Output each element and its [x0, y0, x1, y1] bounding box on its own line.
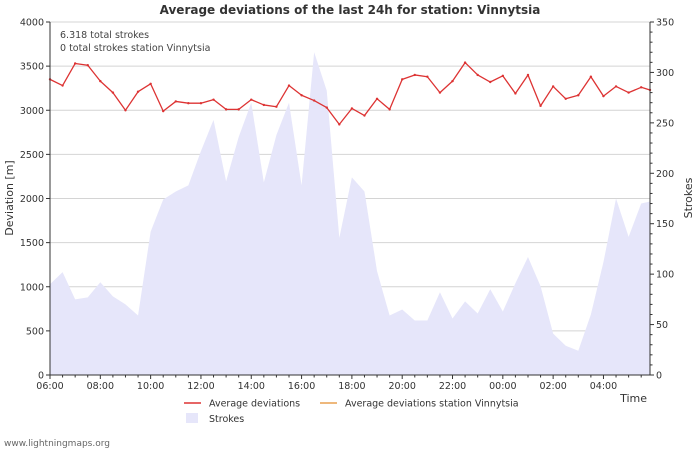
y2-axis-label: Strokes [682, 177, 695, 218]
x-tick-label: 00:00 [489, 381, 516, 392]
average-deviation-point [451, 79, 454, 83]
x-tick-label: 14:00 [238, 381, 265, 392]
chart-title: Average deviations of the last 24h for s… [160, 3, 541, 17]
legend-station-label: Average deviations station Vinnytsia [345, 399, 519, 410]
strokes-area [50, 52, 650, 375]
average-deviation-point [212, 98, 215, 101]
average-deviation-point [350, 107, 354, 110]
y-tick-label: 500 [26, 326, 44, 337]
average-deviation-point [489, 80, 492, 84]
average-deviation-point [111, 91, 115, 94]
watermark: www.lightningmaps.org [4, 439, 110, 449]
average-deviation-point [539, 104, 542, 108]
average-deviation-point [476, 73, 479, 77]
y2-tick-label: 150 [656, 219, 674, 230]
right-axis-ticks: 0 50 100 150 200 250 300 350 [650, 18, 674, 382]
average-deviation-point [388, 108, 391, 111]
average-deviation-point [375, 97, 379, 100]
average-deviation-point [401, 78, 404, 81]
average-deviation-point [413, 73, 416, 77]
average-deviation-point [149, 82, 152, 85]
x-tick-label: 02:00 [539, 381, 566, 392]
y-tick-label: 0 [38, 371, 44, 382]
x-tick-label: 18:00 [338, 381, 365, 392]
average-deviation-point [136, 90, 140, 93]
average-deviation-point [589, 75, 593, 78]
average-deviation-point [526, 73, 530, 77]
x-axis-label: Time [619, 392, 647, 405]
average-deviation-point [300, 94, 303, 97]
average-deviation-point [224, 108, 228, 111]
y-tick-label: 4000 [20, 18, 44, 29]
average-deviation-point [124, 109, 127, 112]
y-tick-label: 2000 [20, 194, 44, 205]
average-deviation-point [287, 84, 291, 87]
x-tick-label: 20:00 [389, 381, 416, 392]
x-tick-label: 16:00 [288, 381, 315, 392]
average-deviation-point [551, 85, 555, 88]
y2-tick-label: 350 [656, 18, 674, 29]
left-axis-ticks: 0 500 1000 1500 2000 2500 3000 3500 4000 [20, 18, 50, 382]
average-deviation-point [501, 74, 505, 78]
x-axis-ticks: 06:00 08:00 10:00 12:00 14:00 16:00 18:00 20:00… [36, 375, 642, 392]
station-strokes-text: 0 total strokes station Vinnytsia [60, 43, 210, 54]
average-deviation-point [99, 79, 102, 83]
average-deviation-point [312, 99, 316, 102]
y-tick-label: 1000 [20, 282, 44, 293]
average-deviation-point [602, 94, 605, 98]
average-deviation-point [639, 86, 643, 89]
y-axis-label: Deviation [m] [3, 160, 16, 235]
average-deviation-point [199, 101, 203, 105]
y2-tick-label: 50 [656, 320, 668, 331]
average-deviation-point [426, 75, 429, 78]
average-deviation-point [187, 101, 190, 105]
average-deviation-point [61, 84, 64, 87]
average-deviation-point [577, 94, 580, 97]
legend-avg-label: Average deviations [209, 399, 300, 410]
average-deviation-point [363, 114, 366, 117]
legend: Average deviations Average deviations st… [184, 399, 519, 425]
legend-strokes-label: Strokes [209, 414, 244, 425]
y-tick-label: 3500 [20, 62, 44, 73]
y2-tick-label: 300 [656, 68, 674, 79]
x-tick-label: 06:00 [36, 381, 63, 392]
average-deviation-point [614, 85, 618, 88]
average-deviation-point [564, 97, 567, 100]
x-tick-label: 10:00 [137, 381, 164, 392]
average-deviation-point [250, 98, 253, 101]
average-deviation-point [73, 62, 77, 65]
y2-tick-label: 250 [656, 118, 674, 129]
x-tick-label: 08:00 [87, 381, 114, 392]
y-tick-label: 2500 [20, 150, 44, 161]
average-deviation-point [338, 123, 341, 126]
x-tick-label: 04:00 [590, 381, 617, 392]
average-deviation-point [463, 61, 467, 64]
average-deviation-point [275, 105, 278, 108]
y2-tick-label: 100 [656, 270, 674, 281]
average-deviation-point [325, 106, 328, 109]
average-deviation-point [162, 109, 165, 113]
y-tick-label: 3000 [20, 106, 44, 117]
total-strokes-text: 6.318 total strokes [60, 30, 149, 41]
average-deviation-point [86, 64, 89, 67]
x-tick-label: 22:00 [439, 381, 466, 392]
average-deviation-point [237, 108, 240, 111]
y2-tick-label: 200 [656, 169, 674, 180]
x-tick-label: 12:00 [187, 381, 214, 392]
average-deviation-point [514, 92, 517, 95]
average-deviation-point [174, 100, 177, 103]
deviation-line-layer [48, 61, 652, 126]
legend-strokes-swatch [186, 413, 198, 423]
y2-tick-label: 0 [656, 371, 662, 382]
average-deviation-point [438, 91, 442, 94]
strokes-area-layer [50, 52, 650, 375]
average-deviation-point [262, 103, 266, 107]
y-tick-label: 1500 [20, 238, 44, 249]
average-deviation-point [627, 91, 630, 94]
